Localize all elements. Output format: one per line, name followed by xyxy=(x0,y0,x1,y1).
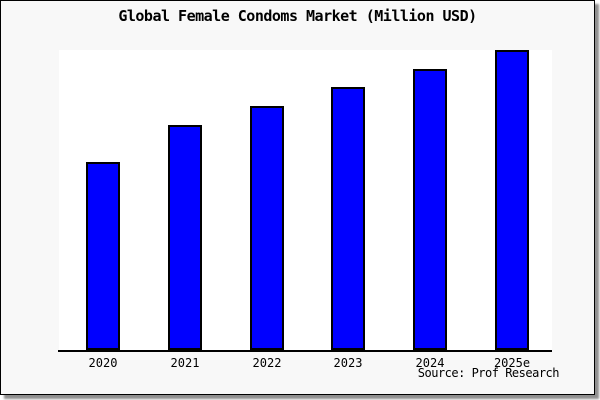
bar-2025e xyxy=(495,50,529,350)
x-tick-label-2022: 2022 xyxy=(252,356,282,370)
x-tick-label-2021: 2021 xyxy=(170,356,200,370)
bar-2021 xyxy=(168,125,202,350)
chart-title: Global Female Condoms Market (Million US… xyxy=(118,7,477,25)
x-axis-line xyxy=(58,350,552,352)
x-tick-label-2020: 2020 xyxy=(88,356,118,370)
bar-2022 xyxy=(250,106,284,350)
bar-2024 xyxy=(413,69,447,350)
bar-2023 xyxy=(331,87,365,350)
plot-area xyxy=(59,50,552,350)
x-tick-label-2023: 2023 xyxy=(333,356,363,370)
x-tick-label-2024: 2024 xyxy=(415,356,445,370)
source-note: Source: Prof Research xyxy=(417,366,560,380)
bar-2020 xyxy=(86,162,120,350)
chart-frame: Global Female Condoms Market (Million US… xyxy=(0,0,595,395)
x-tick-label-2025e: 2025e xyxy=(493,356,531,370)
